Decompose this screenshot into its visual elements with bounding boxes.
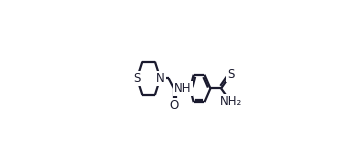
- Text: NH: NH: [174, 82, 192, 95]
- Text: NH₂: NH₂: [219, 95, 242, 108]
- Text: S: S: [227, 68, 234, 81]
- Text: N: N: [156, 72, 164, 85]
- Text: O: O: [169, 99, 178, 112]
- Text: S: S: [133, 72, 141, 85]
